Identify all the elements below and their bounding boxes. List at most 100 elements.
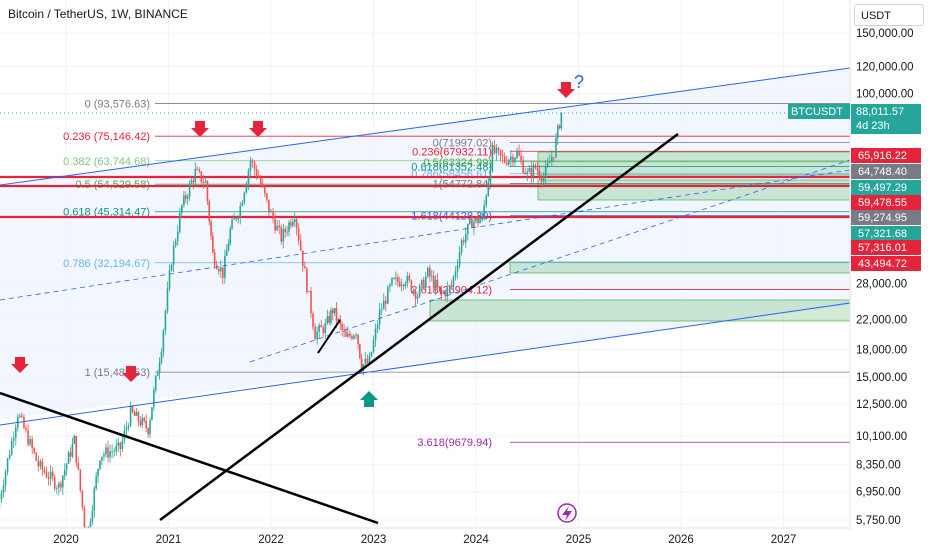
candle-body <box>239 205 242 218</box>
candle-body <box>133 412 136 416</box>
candle-body <box>25 427 27 431</box>
candle-body <box>51 471 54 477</box>
downtrend-line <box>0 391 379 525</box>
price-axis: 150,000.00 120,000.00 100,000.00 28,000.00 2… <box>788 0 932 550</box>
candle-body <box>316 331 318 340</box>
currency-selector[interactable]: USDT <box>854 4 924 26</box>
candle-body <box>67 452 70 464</box>
candle-body <box>194 168 197 183</box>
demand-zone <box>509 261 851 274</box>
candle-body <box>410 280 413 292</box>
candle-body <box>524 172 526 174</box>
candle-body <box>335 308 338 321</box>
candle-body <box>172 245 175 265</box>
fib-right-label: 1(54772.84) <box>433 178 492 190</box>
candle-body <box>534 164 537 168</box>
candle-body <box>245 183 248 193</box>
candle-body <box>268 199 270 213</box>
candle-body <box>117 442 120 446</box>
candle-body <box>382 300 385 310</box>
candle-body <box>497 147 500 151</box>
candle-body <box>516 151 518 158</box>
price-tick-label: 15,000.00 <box>856 372 907 384</box>
candle-body <box>97 468 99 477</box>
year-tick-label: 2027 <box>771 534 797 546</box>
price-tag <box>851 195 921 210</box>
price-tick-label: 10,100.00 <box>856 431 907 443</box>
candle-body <box>297 228 300 241</box>
arrow-markers: ? <box>11 72 584 523</box>
candle-body <box>99 460 101 469</box>
candle-body <box>253 162 256 170</box>
candle-body <box>420 279 423 286</box>
price-axis-bg <box>850 0 932 550</box>
candle-body <box>109 451 111 458</box>
price-tick-label: 22,000.00 <box>856 315 907 327</box>
candle-body <box>376 324 379 329</box>
candle-body <box>65 463 68 470</box>
candle-body <box>225 250 228 257</box>
candle-body <box>143 417 146 421</box>
candle-body <box>301 250 304 267</box>
candle-body <box>408 275 411 281</box>
year-tick-label: 2026 <box>668 534 694 546</box>
candle-body <box>349 333 351 336</box>
candle-body <box>69 452 72 457</box>
candle-body <box>292 221 294 226</box>
demand-zone <box>537 151 851 176</box>
candle-body <box>551 156 553 162</box>
candle-body <box>538 170 541 178</box>
candle-body <box>422 279 425 288</box>
price-tag <box>851 240 921 255</box>
candle-body <box>264 186 266 194</box>
candle-body <box>219 267 222 272</box>
candle-body <box>113 451 115 453</box>
candle-body <box>149 420 151 435</box>
candle-body <box>306 268 308 293</box>
candle-body <box>464 234 467 243</box>
candle-body <box>12 438 15 441</box>
up-arrow-icon <box>360 391 378 407</box>
candle-body <box>295 219 298 229</box>
fib-right-label: 0.5(63324.99) <box>424 157 493 169</box>
candle-body <box>412 290 415 292</box>
candle-body <box>528 167 531 172</box>
price-tag-label: 64,748.40 <box>858 166 907 178</box>
current-price-tag <box>851 104 921 134</box>
candle-body <box>158 362 161 374</box>
candle-body <box>501 154 504 157</box>
candle-body <box>355 334 357 336</box>
candle-body <box>154 375 157 390</box>
price-tag-label: 65,916.22 <box>858 150 907 162</box>
candle-body <box>454 271 457 277</box>
candle-body <box>21 415 23 417</box>
chart-title: Bitcoin / TetherUS, 1W, BINANCE <box>8 7 188 21</box>
demand-zone <box>429 299 851 322</box>
candle-body <box>204 181 207 183</box>
candle-body <box>43 469 46 473</box>
candle-body <box>127 425 130 428</box>
candle-body <box>364 359 367 365</box>
candle-body <box>83 507 86 528</box>
price-tag-label: 57,316.01 <box>858 242 907 254</box>
price-tag-label: 59,497.29 <box>858 182 907 194</box>
candle-body <box>270 211 272 213</box>
candle-body <box>153 389 155 408</box>
candle-body <box>210 221 212 236</box>
candle-body <box>532 164 535 177</box>
candle-body <box>326 316 329 324</box>
candle-body <box>337 318 340 321</box>
candle-body <box>213 252 216 266</box>
down-arrow-icon <box>122 366 140 382</box>
candle-body <box>58 483 60 489</box>
fib-left-label: 0.382 (63,744.68) <box>63 156 150 168</box>
candle-body <box>89 521 92 527</box>
candle-body <box>456 265 459 272</box>
price-tick-label: 12,500.00 <box>856 399 907 411</box>
candle-body <box>406 275 409 284</box>
candle-body <box>391 278 393 285</box>
fib-right-label: 0.618(61352.48) <box>411 161 492 173</box>
candle-body <box>526 171 529 174</box>
candle-body <box>156 373 159 376</box>
